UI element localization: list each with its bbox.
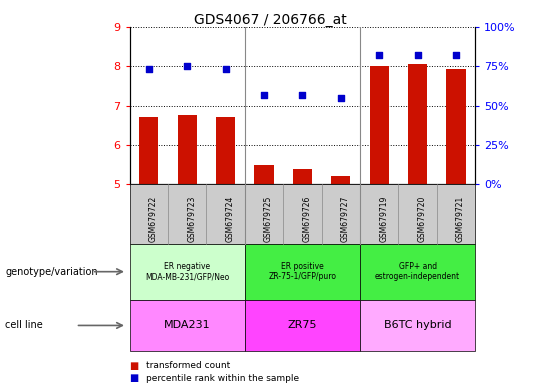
Text: GSM679722: GSM679722 <box>149 196 158 242</box>
Bar <box>178 116 197 184</box>
Bar <box>331 175 350 184</box>
Text: genotype/variation: genotype/variation <box>5 266 98 277</box>
Text: transformed count: transformed count <box>146 361 230 370</box>
Text: B6TC hybrid: B6TC hybrid <box>384 320 451 331</box>
Text: MDA231: MDA231 <box>164 320 211 331</box>
Text: GSM679720: GSM679720 <box>417 195 427 242</box>
Text: ZR75: ZR75 <box>288 320 317 331</box>
Point <box>298 91 307 98</box>
Text: GSM679724: GSM679724 <box>226 195 234 242</box>
Point <box>336 95 345 101</box>
Text: GSM679726: GSM679726 <box>302 195 312 242</box>
Point <box>260 91 268 98</box>
Text: GSM679727: GSM679727 <box>341 195 350 242</box>
Point <box>221 66 230 73</box>
Bar <box>369 66 389 184</box>
Bar <box>408 64 427 184</box>
Text: GSM679719: GSM679719 <box>379 195 388 242</box>
Text: cell line: cell line <box>5 320 43 331</box>
Bar <box>447 70 465 184</box>
Text: percentile rank within the sample: percentile rank within the sample <box>146 374 299 383</box>
Bar <box>254 166 274 184</box>
Point <box>183 63 192 70</box>
Text: ■: ■ <box>130 361 139 371</box>
Bar <box>139 118 158 184</box>
Bar <box>216 118 235 184</box>
Point <box>145 66 153 72</box>
Point <box>413 52 422 58</box>
Text: GFP+ and
estrogen-independent: GFP+ and estrogen-independent <box>375 262 460 281</box>
Text: GSM679721: GSM679721 <box>456 196 465 242</box>
Text: ■: ■ <box>130 373 139 383</box>
Text: GSM679725: GSM679725 <box>264 195 273 242</box>
Text: ER negative
MDA-MB-231/GFP/Neo: ER negative MDA-MB-231/GFP/Neo <box>145 262 230 281</box>
Point <box>375 52 383 58</box>
Text: ER positive
ZR-75-1/GFP/puro: ER positive ZR-75-1/GFP/puro <box>268 262 336 281</box>
Point <box>451 52 460 58</box>
Text: GDS4067 / 206766_at: GDS4067 / 206766_at <box>194 13 346 27</box>
Text: GSM679723: GSM679723 <box>187 195 196 242</box>
Bar <box>293 169 312 184</box>
